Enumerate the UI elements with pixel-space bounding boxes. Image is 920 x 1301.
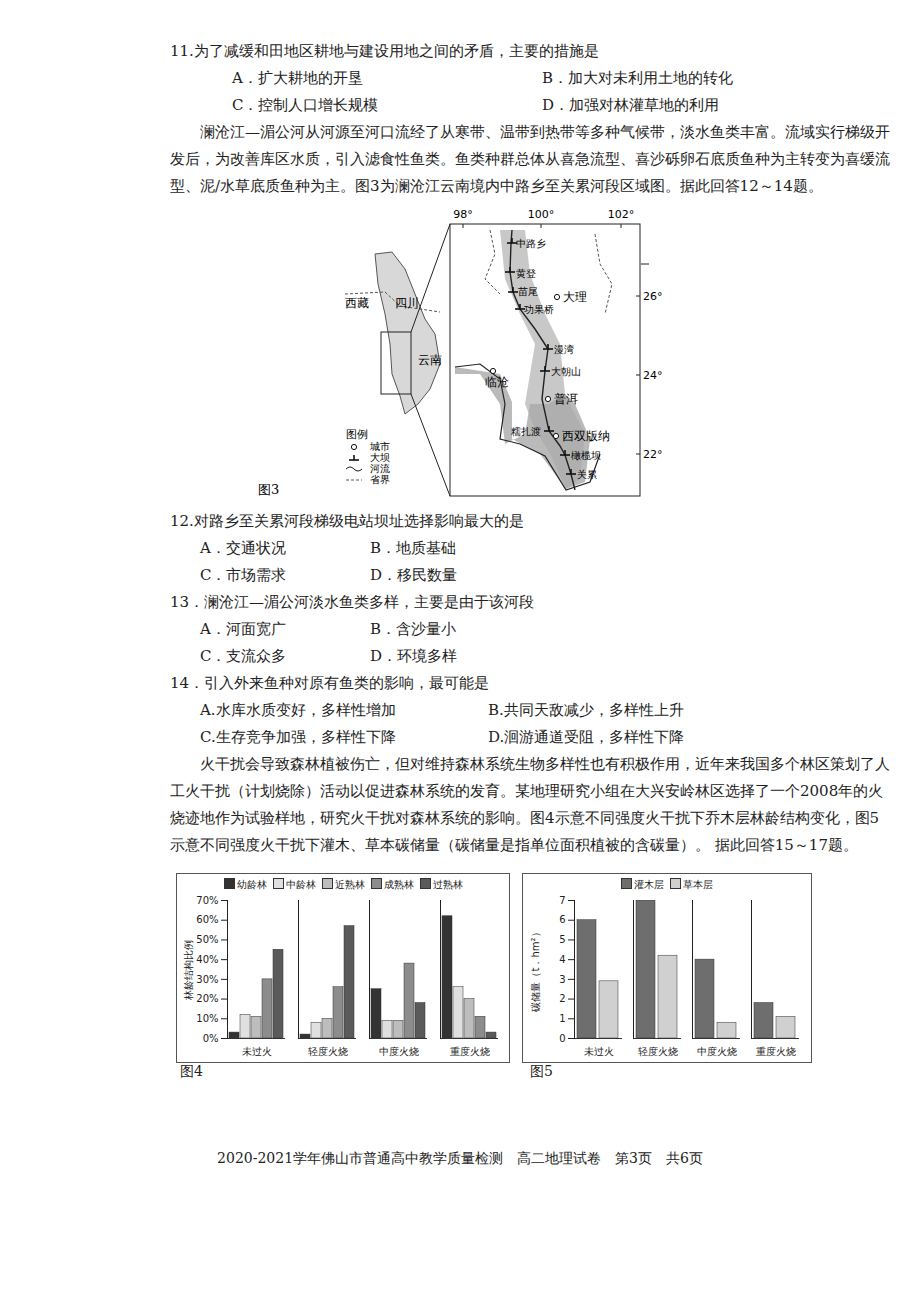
html-text:成熟林: 成熟林 <box>383 879 414 890</box>
html-text:D．环境多样: D．环境多样 <box>370 647 457 665</box>
html-text:13．澜沧江—湄公河淡水鱼类多样，主要是由于该河段: 13．澜沧江—湄公河淡水鱼类多样，主要是由于该河段 <box>170 593 535 611</box>
html-text:B.共同天敌减少，多样性上升: B.共同天敌减少，多样性上升 <box>488 701 684 719</box>
svg-text:未过火: 未过火 <box>242 1046 272 1057</box>
svg-text:大朝山: 大朝山 <box>551 366 581 377</box>
svg-text:功果桥: 功果桥 <box>524 304 554 315</box>
svg-text:60%: 60% <box>196 914 218 925</box>
html-text:火干扰会导致森林植被伤亡，但对维持森林系统生物多样性也有积极: 火干扰会导致森林植被伤亡，但对维持森林系统生物多样性也有积极作用，近年来我国多个… <box>170 755 890 854</box>
html-text:B．地质基础: B．地质基础 <box>370 539 456 557</box>
html-text:中龄林: 中龄林 <box>285 879 316 890</box>
html-text:A．交通状况: A．交通状况 <box>200 539 286 557</box>
svg-text:未过火: 未过火 <box>584 1046 614 1057</box>
svg-text:林龄结构比例: 林龄结构比例 <box>183 940 194 1001</box>
svg-text:关累: 关累 <box>577 469 597 480</box>
html-text:2020-2021学年佛山市普通高中教学质量检测 高二地理试: 2020-2021学年佛山市普通高中教学质量检测 高二地理试卷 第3页 共6页 <box>217 1150 703 1166</box>
svg-text:3: 3 <box>559 974 565 985</box>
svg-text:图例: 图例 <box>346 428 368 441</box>
svg-text:橄榄坝: 橄榄坝 <box>571 450 601 461</box>
svg-text:20%: 20% <box>196 993 218 1004</box>
svg-text:50%: 50% <box>196 934 218 945</box>
html-text:A.水库水质变好，多样性增加: A.水库水质变好，多样性增加 <box>200 701 396 719</box>
svg-text:临沧: 临沧 <box>485 375 509 389</box>
html-text:12.对路乡至关累河段梯级电站坝址选择影响最大的是: 12.对路乡至关累河段梯级电站坝址选择影响最大的是 <box>170 512 524 530</box>
html-text:图4: 图4 <box>180 1063 203 1079</box>
html-text:近熟林: 近熟林 <box>334 879 365 890</box>
html-text:11.为了减缓和田地区耕地与建设用地之间的矛盾，主要的措施是: 11.为了减缓和田地区耕地与建设用地之间的矛盾，主要的措施是 <box>170 42 599 60</box>
svg-text:4: 4 <box>559 954 565 965</box>
svg-text:30%: 30% <box>196 974 218 985</box>
html-text:A．河面宽广: A．河面宽广 <box>200 620 286 638</box>
html-text:图5: 图5 <box>530 1063 553 1079</box>
svg-text:大坝: 大坝 <box>370 452 390 463</box>
html-text:C.生存竞争加强，多样性下降: C.生存竞争加强，多样性下降 <box>200 728 396 746</box>
svg-text:图3: 图3 <box>258 482 279 497</box>
html-text:C．市场需求: C．市场需求 <box>200 566 287 584</box>
svg-text:22°: 22° <box>643 448 663 461</box>
svg-text:中路乡: 中路乡 <box>516 238 546 249</box>
html-text:草本层: 草本层 <box>683 879 713 890</box>
svg-text:98°: 98° <box>453 208 473 221</box>
svg-text:轻度火烧: 轻度火烧 <box>638 1046 678 1057</box>
svg-text:中度火烧: 中度火烧 <box>379 1046 419 1057</box>
svg-text:西双版纳: 西双版纳 <box>562 429 610 443</box>
svg-text:7: 7 <box>559 895 565 906</box>
svg-text:0: 0 <box>559 1033 565 1044</box>
svg-text:1: 1 <box>559 1013 565 1024</box>
svg-text:城市: 城市 <box>369 441 390 452</box>
svg-text:24°: 24° <box>643 369 663 382</box>
svg-text:重度火烧: 重度火烧 <box>756 1046 796 1057</box>
svg-text:普洱: 普洱 <box>554 392 578 406</box>
svg-text:西藏: 西藏 <box>345 296 369 310</box>
html-text:幼龄林: 幼龄林 <box>236 879 267 890</box>
svg-text:10%: 10% <box>196 1013 218 1024</box>
svg-text:大理: 大理 <box>563 290 587 304</box>
svg-text:河流: 河流 <box>370 463 390 474</box>
html-text:D.洄游通道受阻，多样性下降: D.洄游通道受阻，多样性下降 <box>488 728 685 746</box>
svg-text:省界: 省界 <box>370 474 390 485</box>
svg-text:云南: 云南 <box>418 353 442 367</box>
svg-text:40%: 40% <box>196 954 218 965</box>
svg-text:26°: 26° <box>643 290 663 303</box>
svg-text:6: 6 <box>559 914 565 925</box>
svg-text:四川: 四川 <box>395 296 419 310</box>
svg-text:苗尾: 苗尾 <box>518 286 538 297</box>
svg-text:0%: 0% <box>203 1033 219 1044</box>
html-text:灌木层: 灌木层 <box>634 879 664 890</box>
svg-text:漫湾: 漫湾 <box>554 344 574 355</box>
svg-text:5: 5 <box>559 934 565 945</box>
svg-text:糯扎渡: 糯扎渡 <box>511 426 541 437</box>
html-text:14．引入外来鱼种对原有鱼类的影响，最可能是: 14．引入外来鱼种对原有鱼类的影响，最可能是 <box>170 674 490 692</box>
svg-text:100°: 100° <box>528 208 555 221</box>
svg-text:102°: 102° <box>608 208 635 221</box>
svg-text:轻度火烧: 轻度火烧 <box>308 1046 348 1057</box>
html-text:B．加大对未利用土地的转化: B．加大对未利用土地的转化 <box>542 69 733 87</box>
svg-text:黄登: 黄登 <box>516 268 536 279</box>
html-text:澜沧江—湄公河从河源至河口流经了从寒带、温带到热带等多种气候: 澜沧江—湄公河从河源至河口流经了从寒带、温带到热带等多种气候带，淡水鱼类丰富。流… <box>170 123 890 195</box>
html-text:C．控制人口增长规模: C．控制人口增长规模 <box>232 96 379 114</box>
html-text:C．支流众多: C．支流众多 <box>200 647 287 665</box>
svg-text:中度火烧: 中度火烧 <box>697 1046 737 1057</box>
html-text:B．含沙量小: B．含沙量小 <box>370 620 456 638</box>
html-text:A．扩大耕地的开垦: A．扩大耕地的开垦 <box>232 69 363 87</box>
svg-text:重度火烧: 重度火烧 <box>450 1046 490 1057</box>
svg-text:2: 2 <box>559 993 565 1004</box>
svg-text:碳储量（t．hm²）: 碳储量（t．hm²） <box>530 927 541 1012</box>
html-text:D．加强对林灌草地的利用: D．加强对林灌草地的利用 <box>542 96 719 114</box>
html-text:过熟林: 过熟林 <box>432 879 463 890</box>
svg-text:70%: 70% <box>196 895 218 906</box>
html-text:D．移民数量: D．移民数量 <box>370 566 457 584</box>
